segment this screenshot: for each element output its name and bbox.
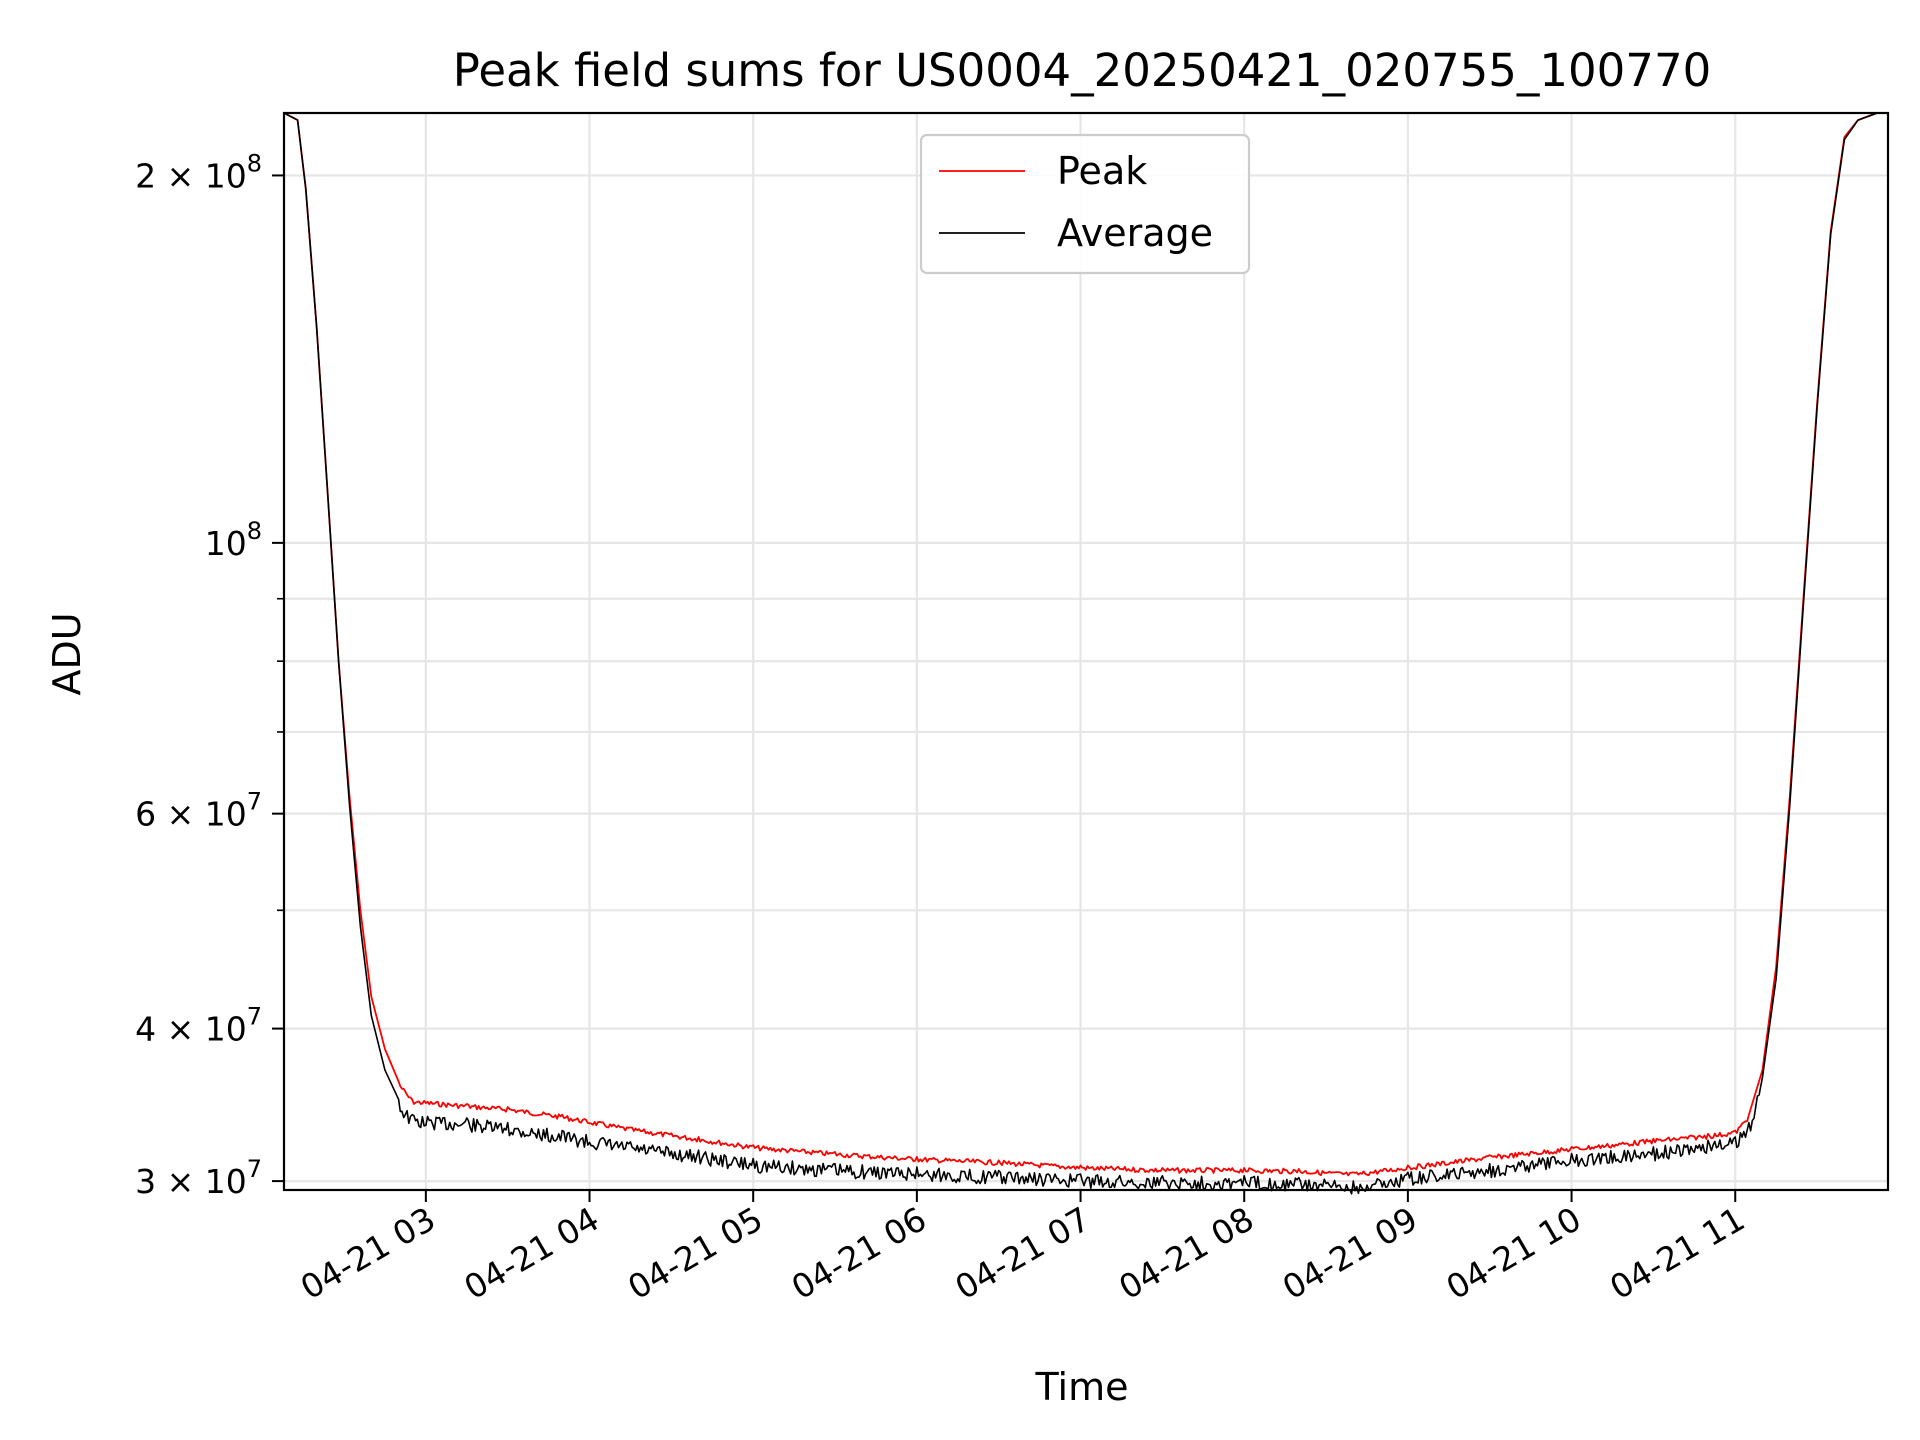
times-sign: × xyxy=(156,795,205,834)
y-tick-exponent: 8 xyxy=(247,517,262,545)
legend-box xyxy=(919,133,1251,275)
y-tick-mantissa: 3 xyxy=(135,1162,156,1201)
y-tick-label: 3 × 107 xyxy=(135,1155,262,1201)
y-tick-exponent: 7 xyxy=(247,788,262,816)
y-tick-label: 2 × 108 xyxy=(135,149,262,195)
y-tick-exponent: 7 xyxy=(247,1155,262,1183)
y-tick-label: 6 × 107 xyxy=(135,788,262,834)
y-tick-base: 10 xyxy=(205,1162,247,1201)
y-tick-label: 4 × 107 xyxy=(135,1003,262,1049)
y-axis-label: ADU xyxy=(45,612,89,695)
times-sign: × xyxy=(156,1010,205,1049)
series-group xyxy=(283,112,1878,1195)
y-tick-mantissa: 6 xyxy=(135,795,156,834)
y-tick-mantissa: 4 xyxy=(135,1010,156,1049)
times-sign: × xyxy=(156,156,205,195)
legend: Peak Average xyxy=(919,133,1251,275)
y-tick-exponent: 7 xyxy=(247,1003,262,1031)
y-tick-base: 10 xyxy=(205,795,247,834)
grid-lines xyxy=(284,113,1888,1190)
y-tick-base: 10 xyxy=(205,524,247,563)
series-line-average xyxy=(283,112,1878,1195)
y-tick-base: 10 xyxy=(205,156,247,195)
y-tick-exponent: 8 xyxy=(247,149,262,177)
x-axis-label: Time xyxy=(1035,1365,1129,1409)
legend-label-average: Average xyxy=(1057,211,1213,255)
times-sign: × xyxy=(156,1162,205,1201)
y-tick-base: 10 xyxy=(205,1010,247,1049)
y-tick-mantissa: 2 xyxy=(135,156,156,195)
series-line-peak xyxy=(283,112,1878,1177)
plot-frame xyxy=(282,111,1890,1192)
plot-background xyxy=(284,113,1888,1190)
legend-label-peak: Peak xyxy=(1057,149,1147,193)
plot-area: 04-21 03 04-21 04 04-21 05 04-21 06 04-21 07… xyxy=(135,111,1890,1307)
chart-title: Peak field sums for US0004_20250421_0207… xyxy=(453,44,1711,97)
y-tick-label: 108 xyxy=(205,517,262,563)
